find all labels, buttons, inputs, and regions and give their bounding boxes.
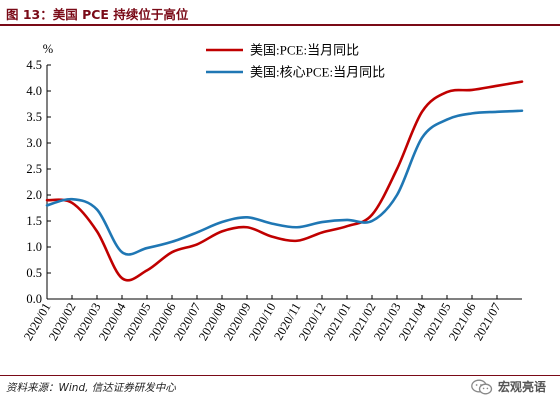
wechat-icon xyxy=(471,379,493,394)
chart-title: 图 13：美国 PCE 持续位于高位 xyxy=(6,7,189,22)
series-line-2 xyxy=(45,109,524,256)
y-tick-label: 2.5 xyxy=(26,162,42,176)
y-axis-unit-label: % xyxy=(43,42,53,56)
source-note: 资料来源：Wind, 信达证券研发中心 xyxy=(6,382,176,394)
series-line-1 xyxy=(45,80,524,282)
legend-label-1: 美国:PCE:当月同比 xyxy=(250,43,359,58)
y-tick-label: 3.5 xyxy=(26,110,42,124)
title-bar: 图 13：美国 PCE 持续位于高位 xyxy=(0,0,560,24)
y-tick-label: 0.5 xyxy=(26,266,42,280)
y-tick-label: 1.0 xyxy=(26,240,42,254)
line-chart: 0.00.51.01.52.02.53.03.54.04.5%2020/0120… xyxy=(21,42,524,343)
y-tick-label: 4.5 xyxy=(26,58,42,72)
y-tick-label: 2.0 xyxy=(26,188,42,202)
title-rule xyxy=(0,24,560,26)
y-tick-label: 3.0 xyxy=(26,136,42,150)
legend-label-2: 美国:核心PCE:当月同比 xyxy=(250,65,385,80)
y-tick-label: 4.0 xyxy=(26,84,42,98)
y-tick-label: 0.0 xyxy=(26,292,42,306)
watermark: 宏观亮语 xyxy=(471,378,546,395)
watermark-text: 宏观亮语 xyxy=(497,380,546,394)
y-tick-label: 1.5 xyxy=(26,214,42,228)
footer-rule xyxy=(0,375,560,376)
